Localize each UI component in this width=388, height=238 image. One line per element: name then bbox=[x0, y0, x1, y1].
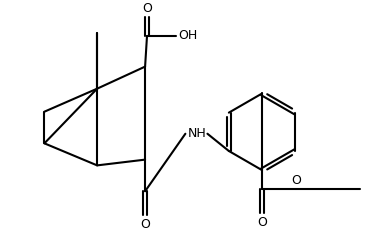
Text: O: O bbox=[292, 174, 301, 188]
Text: NH: NH bbox=[187, 127, 206, 140]
Text: O: O bbox=[257, 216, 267, 229]
Text: OH: OH bbox=[178, 30, 198, 42]
Text: O: O bbox=[142, 2, 152, 15]
Text: O: O bbox=[140, 218, 150, 231]
